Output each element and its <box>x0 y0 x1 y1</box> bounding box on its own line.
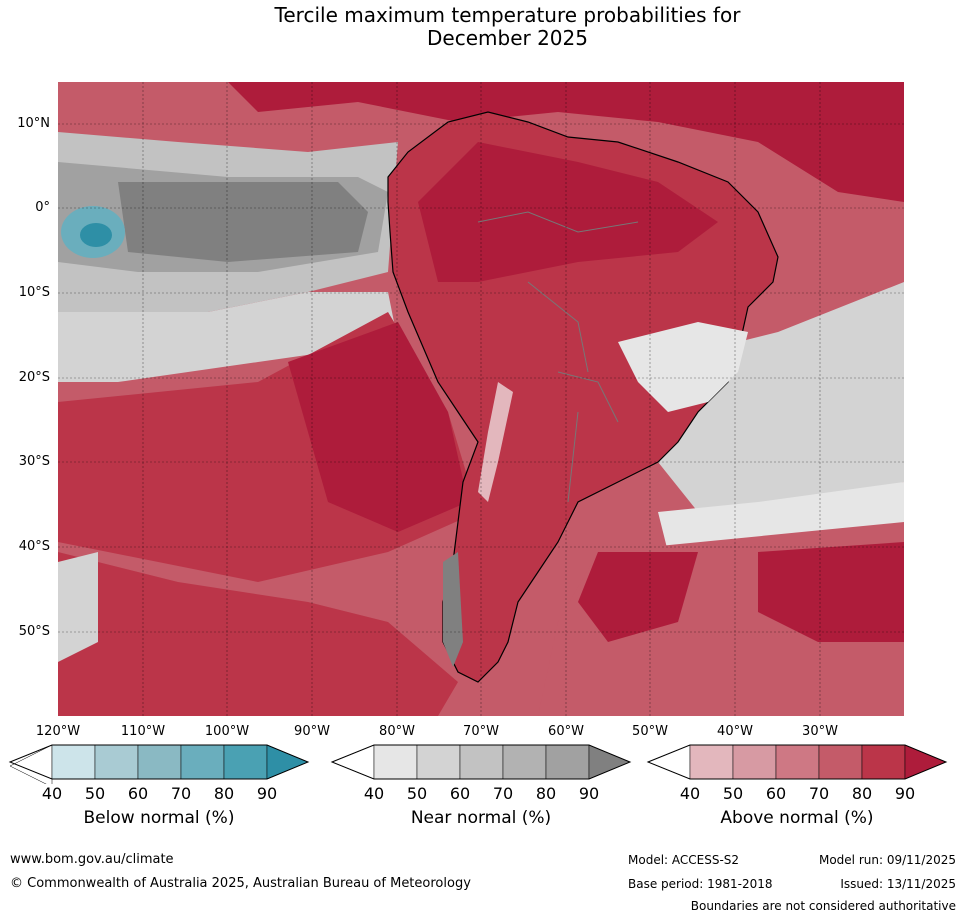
legend-near-swatch-1 <box>373 744 418 780</box>
legend-near-swatch-4 <box>502 744 547 780</box>
legend-near-swatch-5 <box>545 744 590 780</box>
legend-above-swatch-0 <box>647 744 691 780</box>
legend-above-swatch-5 <box>861 744 906 780</box>
legend-below-tick: 70 <box>170 784 192 803</box>
title-line-1: Tercile maximum temperature probabilitie… <box>274 3 741 27</box>
footer-disclaimer: Boundaries are not considered authoritat… <box>690 899 956 913</box>
legend-near-swatch-3 <box>459 744 504 780</box>
legend-above-tick: 50 <box>722 784 744 803</box>
country-boundaries <box>477 211 639 503</box>
lat-label-40s: 40°S <box>18 539 50 554</box>
legend-near-tick: 90 <box>578 784 600 803</box>
region-above-southern <box>58 552 458 716</box>
lat-label-50s: 50°S <box>18 624 50 639</box>
legend-above-tick: 70 <box>808 784 830 803</box>
graticule <box>58 82 904 716</box>
region-above-andes <box>478 382 513 502</box>
legend-below-swatch-2 <box>94 744 139 780</box>
lon-label-70w: 70°W <box>463 724 499 739</box>
footer-copyright: © Commonwealth of Australia 2025, Austra… <box>10 876 471 891</box>
legend-near-outline <box>330 744 632 780</box>
legend-near-swatch-2 <box>416 744 461 780</box>
region-above-sepacific-core <box>288 322 468 532</box>
legend-below-swatch-6 <box>266 744 309 780</box>
chart-title: Tercile maximum temperature probabilitie… <box>0 4 965 50</box>
lon-label-40w: 40°W <box>717 724 753 739</box>
legend-above-tick: 60 <box>765 784 787 803</box>
footer-model-run: Model run: 09/11/2025 <box>818 853 956 867</box>
region-near-southwest <box>58 552 98 662</box>
map-canvas <box>58 82 904 716</box>
legend-below-tick: 80 <box>213 784 235 803</box>
legend-below-swatch-5 <box>223 744 268 780</box>
legend-below-outline <box>8 744 310 780</box>
legend-near-tick: 60 <box>449 784 471 803</box>
legend-above-colorbar <box>646 744 948 780</box>
lon-label-50w: 50°W <box>632 724 668 739</box>
legend-above-tick: 90 <box>894 784 916 803</box>
probability-map <box>58 82 904 716</box>
legend-near-title: Near normal (%) <box>410 808 552 828</box>
legend-below-title: Below normal (%) <box>83 808 235 828</box>
legend-near-swatch-6 <box>588 744 631 780</box>
legend-near-tick: 50 <box>406 784 428 803</box>
region-near-atlantic <box>658 282 904 512</box>
legend-above-swatch-6 <box>904 744 947 780</box>
legend-below-tick: 40 <box>41 784 63 803</box>
legend-above-title: Above normal (%) <box>720 808 874 828</box>
legend-below-swatch-3 <box>137 744 182 780</box>
region-above-satlantic-core <box>758 542 904 642</box>
legend-above-swatch-4 <box>818 744 863 780</box>
legend-below-colorbar <box>8 744 310 784</box>
region-near-patagonia <box>443 552 463 667</box>
lon-label-80w: 80°W <box>379 724 415 739</box>
legend-below-tick: 60 <box>127 784 149 803</box>
lat-label-10s: 10°S <box>18 285 50 300</box>
region-below-pacific-core <box>80 223 112 247</box>
lat-label-30s: 30°S <box>18 454 50 469</box>
legend-above-swatch-1 <box>689 744 734 780</box>
legend-near-colorbar <box>330 744 632 780</box>
lon-label-60w: 60°W <box>548 724 584 739</box>
footer-model: Model: ACCESS-S2 <box>628 853 740 867</box>
lat-label-0: 0° <box>35 200 50 215</box>
legend-near-tick: 80 <box>535 784 557 803</box>
lon-label-120w: 120°W <box>35 724 81 739</box>
legend-above-outline <box>646 744 948 780</box>
region-above-amazon <box>418 142 718 282</box>
legend-below-swatch-1 <box>51 744 96 780</box>
title-line-2: December 2025 <box>427 26 588 50</box>
legend-above-swatch-2 <box>732 744 777 780</box>
lat-label-10n: 10°N <box>17 116 50 131</box>
footer-base-period: Base period: 1981-2018 <box>628 877 773 891</box>
legend-above-swatch-3 <box>775 744 820 780</box>
lon-label-110w: 110°W <box>120 724 166 739</box>
lon-label-90w: 90°W <box>294 724 330 739</box>
lon-label-30w: 30°W <box>802 724 838 739</box>
legend-near-swatch-0 <box>331 744 375 780</box>
lon-label-100w: 100°W <box>204 724 250 739</box>
footer-issued: Issued: 13/11/2025 <box>840 877 956 891</box>
legend-below-tick: 90 <box>256 784 278 803</box>
region-above-argentine-basin <box>578 552 698 642</box>
region-near-pacific-strong <box>118 182 368 262</box>
legend-near-tick: 70 <box>492 784 514 803</box>
legend-near-tick: 40 <box>363 784 385 803</box>
legend-below-tick: 50 <box>84 784 106 803</box>
lat-label-20s: 20°S <box>18 370 50 385</box>
legend-above-tick: 40 <box>679 784 701 803</box>
legend-below-swatch-4 <box>180 744 225 780</box>
region-near-brazil <box>618 322 748 412</box>
footer-url[interactable]: www.bom.gov.au/climate <box>10 852 174 867</box>
legend-above-tick: 80 <box>851 784 873 803</box>
